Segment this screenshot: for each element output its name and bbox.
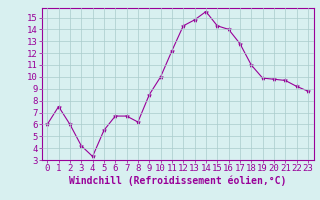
X-axis label: Windchill (Refroidissement éolien,°C): Windchill (Refroidissement éolien,°C) xyxy=(69,176,286,186)
